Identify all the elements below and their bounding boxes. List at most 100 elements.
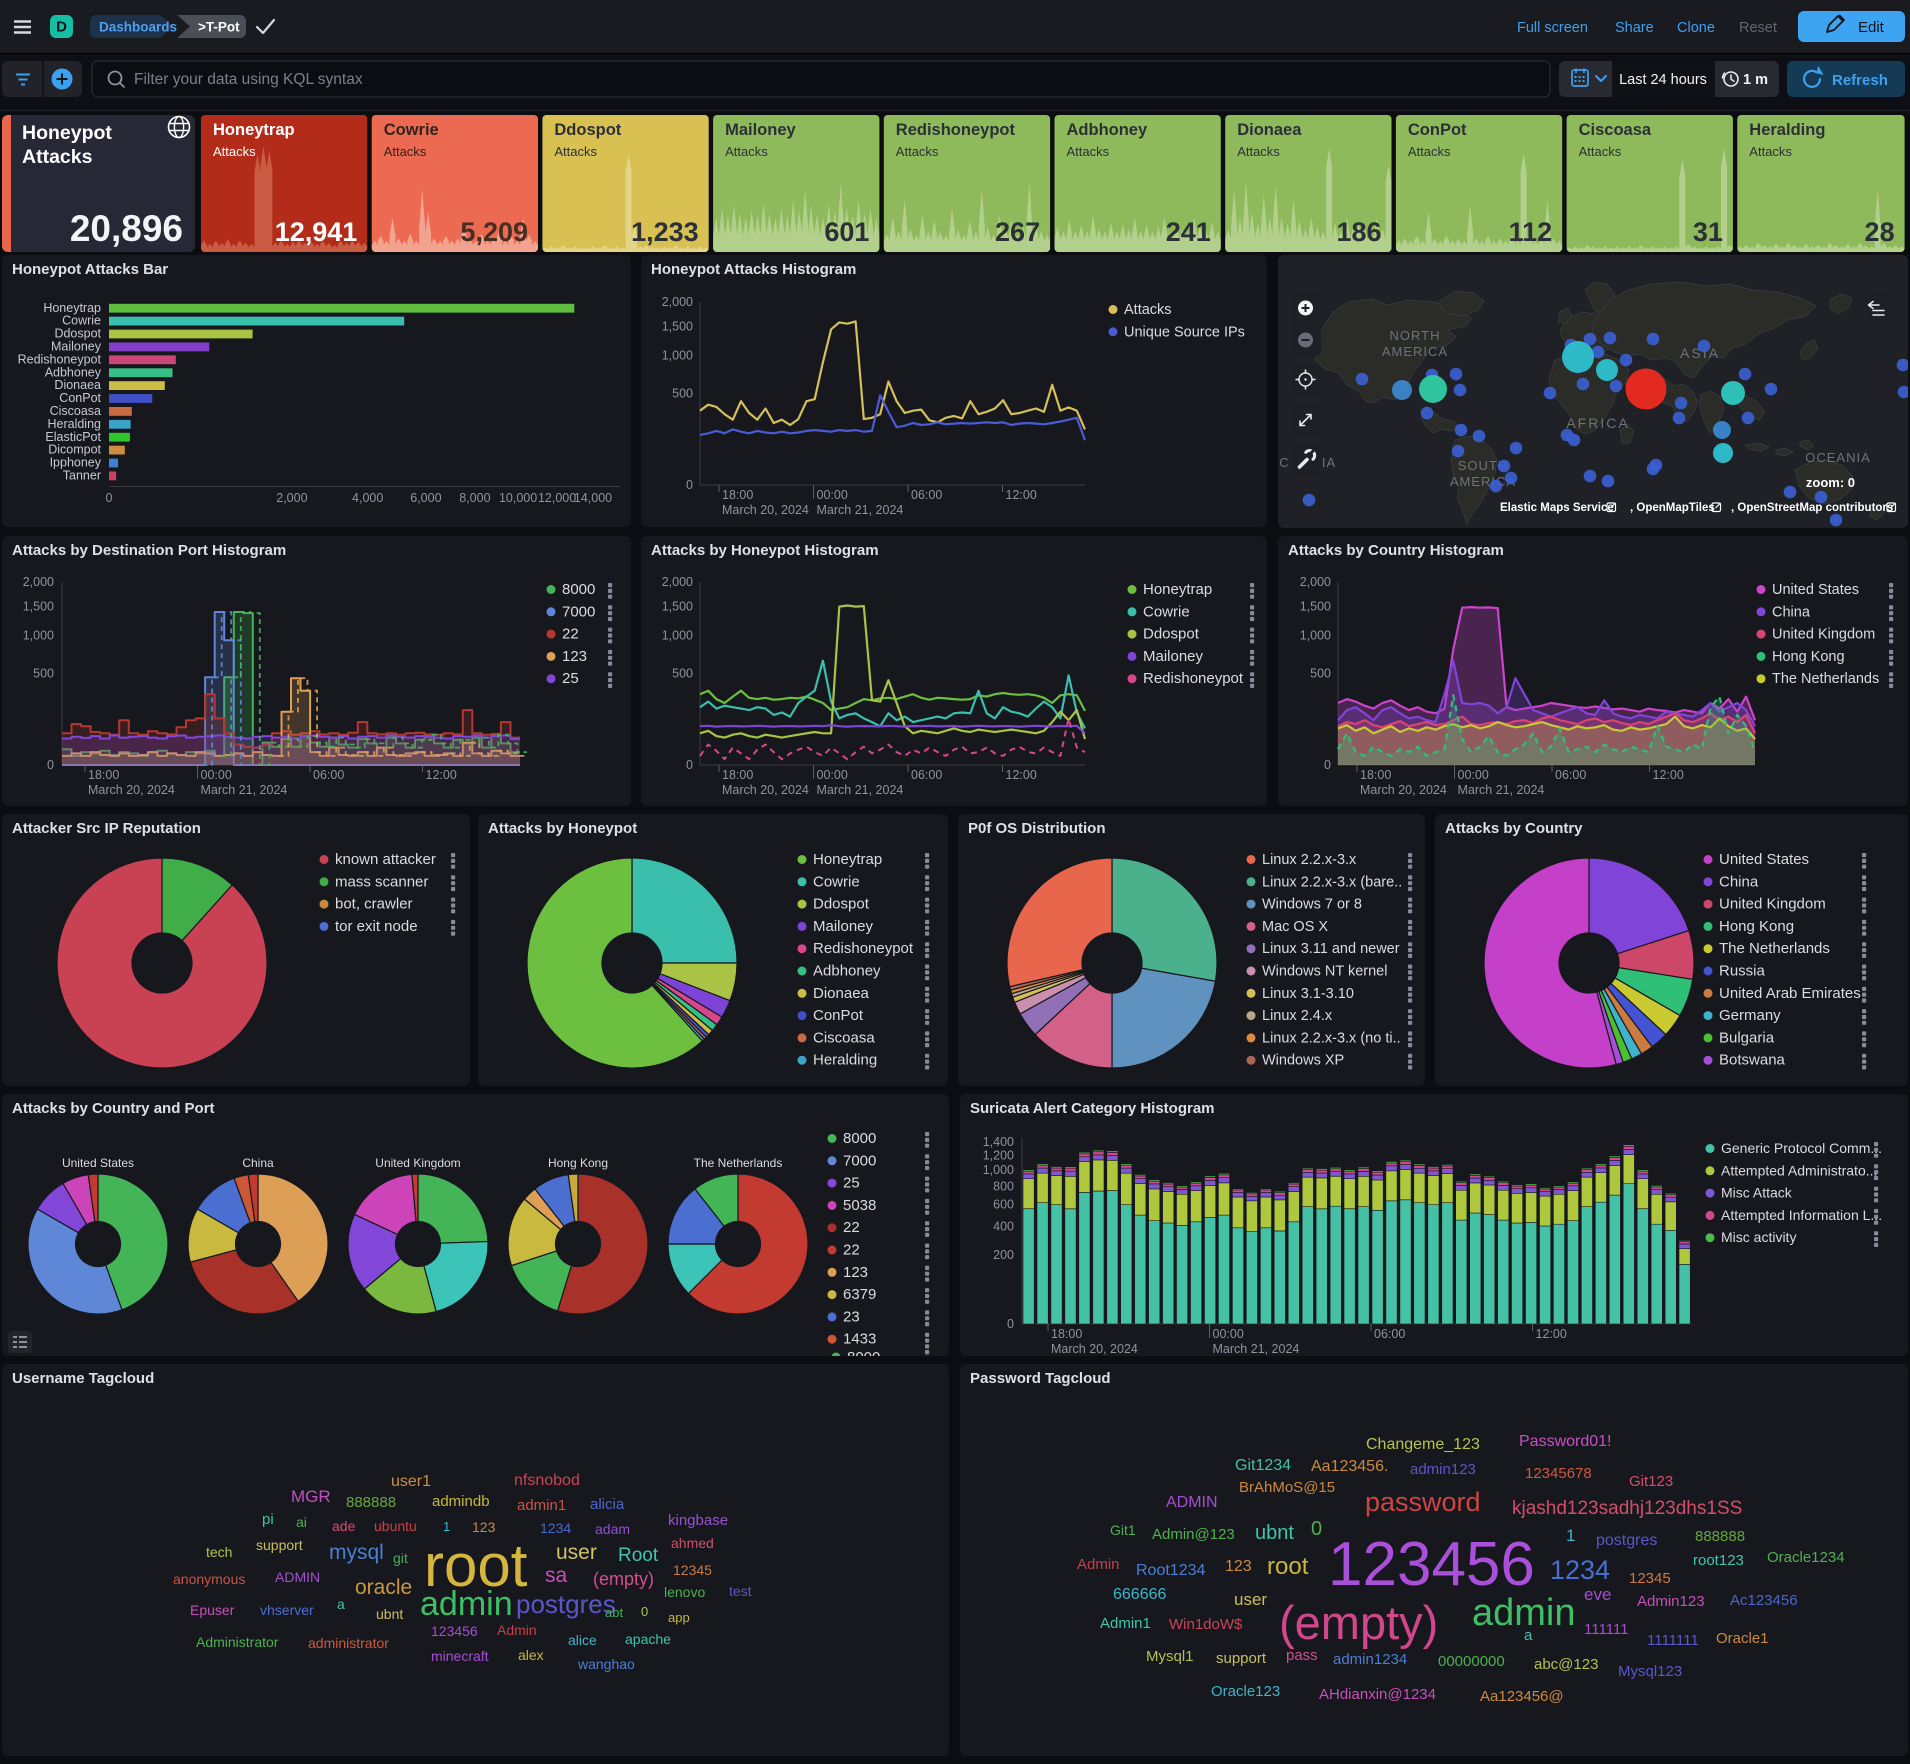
svg-text:ADMIN: ADMIN [1166, 1494, 1218, 1511]
svg-text:0: 0 [1311, 1518, 1322, 1540]
svg-text:123: 123 [1225, 1558, 1252, 1575]
svg-text:, OpenMapTiles: , OpenMapTiles [1630, 502, 1715, 514]
svg-text:00:00: 00:00 [1458, 768, 1489, 782]
svg-text:123: 123 [562, 648, 587, 665]
svg-text:Dionaea: Dionaea [54, 378, 101, 392]
svg-text:bot, crawler: bot, crawler [335, 896, 413, 913]
svg-text:March 20, 2024: March 20, 2024 [88, 783, 175, 797]
svg-text:pass: pass [1286, 1647, 1318, 1664]
svg-text:23: 23 [843, 1308, 860, 1325]
svg-text:22: 22 [562, 626, 579, 643]
svg-text:7000: 7000 [843, 1152, 876, 1169]
svg-text:Elastic Maps Service: Elastic Maps Service [1500, 502, 1614, 514]
svg-text:Dionaea: Dionaea [1237, 121, 1302, 139]
svg-text:1234: 1234 [1550, 1555, 1610, 1585]
svg-text:The Netherlands: The Netherlands [694, 1156, 783, 1170]
svg-text:support: support [256, 1537, 303, 1553]
svg-text:2,000: 2,000 [662, 295, 693, 309]
svg-text:ahmed: ahmed [671, 1535, 714, 1551]
svg-text:22: 22 [843, 1242, 860, 1259]
svg-text:Adbhoney: Adbhoney [45, 365, 102, 379]
svg-text:1: 1 [443, 1519, 450, 1534]
svg-text:OCEANIA: OCEANIA [1805, 450, 1871, 465]
svg-text:1: 1 [1566, 1526, 1575, 1545]
svg-text:ElasticPot: ElasticPot [45, 430, 101, 444]
svg-text:zoom: 0: zoom: 0 [1806, 475, 1855, 490]
svg-text:Full screen: Full screen [1517, 20, 1588, 36]
svg-text:Cowrie: Cowrie [62, 314, 101, 328]
svg-text:00:00: 00:00 [817, 768, 848, 782]
svg-text:Linux 2.2.x-3.x (bare..: Linux 2.2.x-3.x (bare.. [1262, 874, 1402, 890]
svg-text:Bulgaria: Bulgaria [1719, 1029, 1775, 1046]
svg-text:anonymous: anonymous [173, 1571, 245, 1587]
svg-text:MGR: MGR [291, 1487, 331, 1506]
svg-text:Admin1: Admin1 [1100, 1615, 1151, 1632]
svg-text:Mailoney: Mailoney [725, 121, 796, 139]
svg-text:Mailoney: Mailoney [51, 340, 102, 354]
svg-text:Linux 3.11 and newer: Linux 3.11 and newer [1262, 941, 1400, 957]
svg-text:alice: alice [568, 1632, 597, 1648]
svg-text:March 20, 2024: March 20, 2024 [722, 783, 809, 797]
svg-text:Admin: Admin [1077, 1556, 1120, 1573]
svg-text:Oracle1234: Oracle1234 [1767, 1549, 1845, 1566]
svg-text:Attacks by Honeypot: Attacks by Honeypot [488, 820, 637, 837]
svg-text:Ddospot: Ddospot [813, 896, 870, 913]
svg-text:March 20, 2024: March 20, 2024 [722, 503, 809, 517]
svg-text:postgres: postgres [516, 1589, 616, 1619]
svg-text:Linux 2.4.x: Linux 2.4.x [1262, 1008, 1333, 1024]
svg-text:administrator: administrator [308, 1635, 389, 1651]
svg-text:8000: 8000 [562, 581, 595, 598]
svg-text:Cowrie: Cowrie [1143, 603, 1190, 620]
svg-text:00:00: 00:00 [201, 768, 232, 782]
svg-text:a: a [1524, 1627, 1533, 1644]
svg-text:12:00: 12:00 [426, 768, 457, 782]
svg-text:Oracle123: Oracle123 [1211, 1683, 1280, 1700]
svg-text:Epuser: Epuser [190, 1602, 235, 1618]
svg-text:6,000: 6,000 [410, 491, 441, 505]
svg-text:postgres: postgres [1596, 1532, 1657, 1549]
svg-text:Honeytrap: Honeytrap [213, 121, 295, 139]
svg-text:March 21, 2024: March 21, 2024 [1213, 1342, 1300, 1356]
svg-text:Honeytrap: Honeytrap [43, 301, 101, 315]
svg-text:Root1234: Root1234 [1136, 1562, 1205, 1579]
svg-text:The Netherlands: The Netherlands [1772, 671, 1879, 687]
svg-text:user1: user1 [391, 1473, 431, 1490]
svg-text:06:00: 06:00 [313, 768, 344, 782]
svg-text:a: a [337, 1596, 345, 1612]
svg-text:14,000: 14,000 [574, 491, 612, 505]
svg-text:Aa123456@: Aa123456@ [1480, 1688, 1564, 1705]
svg-text:123: 123 [843, 1264, 868, 1281]
svg-text:Attempted Information L...: Attempted Information L... [1721, 1207, 1882, 1223]
svg-text:AFRICA: AFRICA [1566, 415, 1629, 431]
svg-text:Git1234: Git1234 [1235, 1457, 1291, 1474]
svg-text:0: 0 [106, 491, 113, 505]
svg-text:March 20, 2024: March 20, 2024 [1360, 783, 1447, 797]
svg-text:12:00: 12:00 [1006, 488, 1037, 502]
svg-text:0: 0 [686, 478, 693, 492]
svg-text:1,500: 1,500 [23, 600, 54, 614]
svg-text:Hong Kong: Hong Kong [1772, 649, 1845, 665]
svg-text:Misc activity: Misc activity [1721, 1229, 1796, 1245]
svg-text:Win1doW$: Win1doW$ [1169, 1616, 1243, 1633]
svg-text:test: test [729, 1583, 752, 1599]
svg-text:Ciscoasa: Ciscoasa [1579, 121, 1652, 139]
svg-text:United Kingdom: United Kingdom [1772, 627, 1875, 643]
svg-text:06:00: 06:00 [911, 488, 942, 502]
svg-text:8000: 8000 [843, 1130, 876, 1147]
svg-text:18:00: 18:00 [1360, 768, 1391, 782]
svg-text:Oracle1: Oracle1 [1716, 1630, 1769, 1647]
svg-text:2,000: 2,000 [276, 491, 307, 505]
svg-text:Share: Share [1615, 20, 1654, 36]
svg-text:March 21, 2024: March 21, 2024 [1458, 783, 1545, 797]
svg-text:March 20, 2024: March 20, 2024 [1051, 1342, 1138, 1356]
svg-text:D: D [56, 19, 67, 36]
svg-text:186: 186 [1336, 217, 1381, 247]
svg-text:eve: eve [1584, 1585, 1611, 1604]
svg-text:25: 25 [843, 1175, 860, 1192]
svg-text:adam: adam [595, 1521, 630, 1537]
svg-text:0: 0 [47, 758, 54, 772]
svg-text:2,000: 2,000 [1300, 575, 1331, 589]
svg-text:Reset: Reset [1739, 20, 1777, 36]
svg-text:06:00: 06:00 [911, 768, 942, 782]
svg-text:NORTH: NORTH [1390, 328, 1441, 343]
